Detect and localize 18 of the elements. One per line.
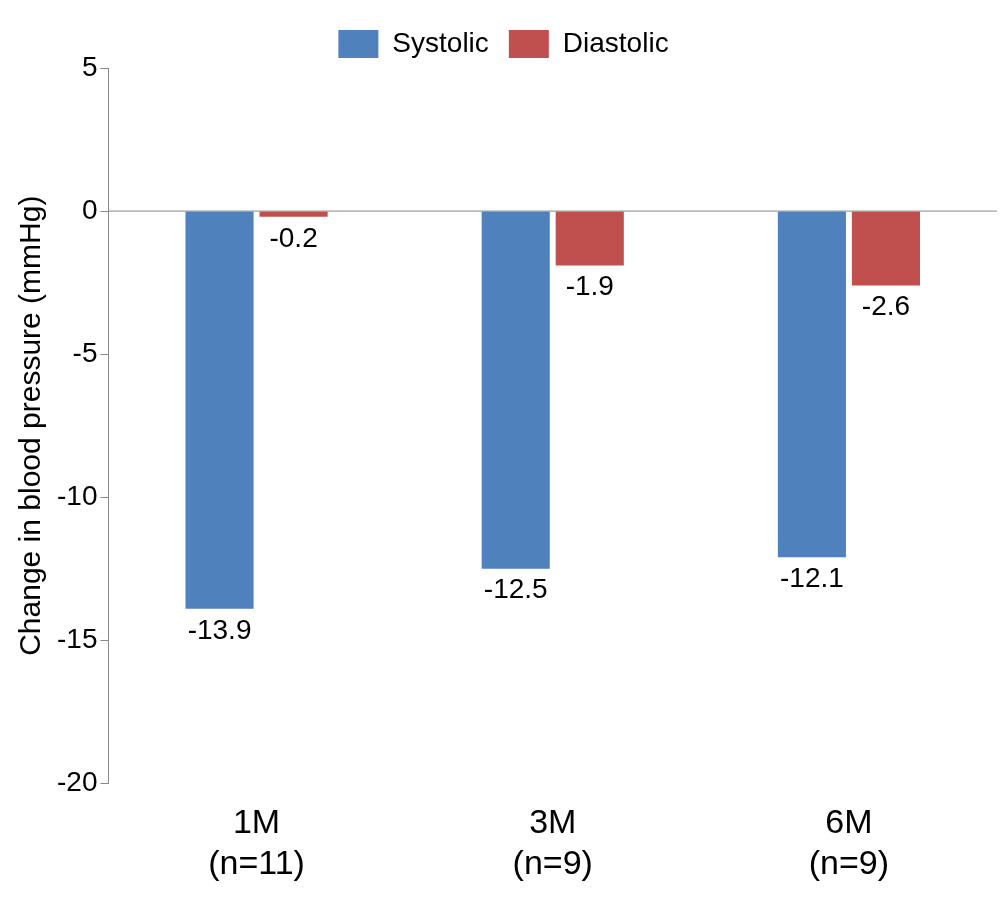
y-axis-title: Change in blood pressure (mmHg): [13, 195, 47, 656]
data-label: -12.1: [779, 562, 844, 594]
y-tick-label: -10: [57, 479, 98, 511]
x-tick-label: 6M (n=9): [808, 802, 890, 881]
y-tick-label: -15: [57, 623, 98, 655]
x-tick-label: 3M (n=9): [512, 802, 593, 881]
y-tick-label: -20: [57, 766, 98, 798]
legend-label: Systolic: [392, 26, 489, 58]
data-label: -12.5: [483, 573, 548, 605]
x-tick-label: 1M (n=11): [208, 802, 305, 881]
y-tick-label: 0: [81, 193, 98, 225]
data-label: -0.2: [269, 221, 318, 253]
y-tick-label: 5: [81, 50, 98, 82]
data-label: -1.9: [565, 270, 614, 302]
legend-label: Diastolic: [562, 26, 669, 58]
data-label: -13.9: [187, 613, 252, 645]
data-label: -2.6: [861, 290, 911, 322]
y-tick-label: -5: [72, 336, 98, 368]
